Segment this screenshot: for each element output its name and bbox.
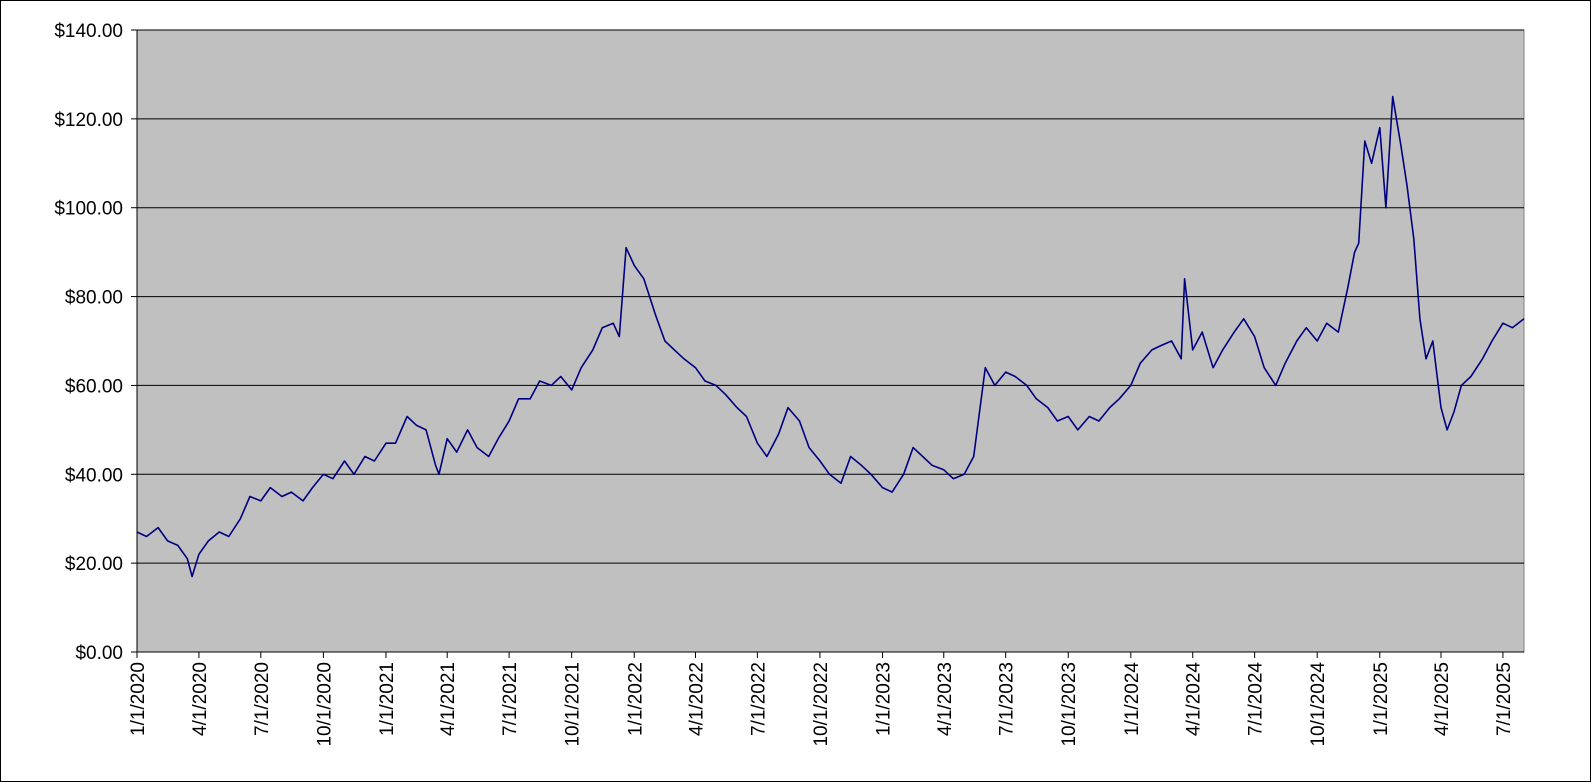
x-tick-label: 7/1/2022: [748, 662, 769, 736]
x-tick-label: 1/1/2020: [128, 662, 149, 736]
x-tick-label: 10/1/2024: [1308, 662, 1329, 747]
x-tick-label: 1/1/2021: [377, 662, 398, 736]
x-tick-label: 7/1/2025: [1494, 662, 1515, 736]
x-tick-label: 10/1/2020: [314, 662, 335, 747]
plot-area: [136, 29, 1525, 653]
x-tick-label: 1/1/2023: [874, 662, 895, 736]
x-tick-label: 1/1/2024: [1122, 662, 1143, 736]
x-tick-label: 1/1/2022: [625, 662, 646, 736]
x-tick-label: 10/1/2022: [811, 662, 832, 747]
x-tick-label: 7/1/2023: [997, 662, 1018, 736]
y-tick-label: $20.00: [65, 554, 123, 575]
x-tick-label: 4/1/2022: [686, 662, 707, 736]
y-tick-label: $100.00: [54, 199, 123, 220]
y-tick-label: $60.00: [65, 376, 123, 397]
y-tick-label: $80.00: [65, 288, 123, 309]
x-tick-label: 4/1/2021: [438, 662, 459, 736]
x-tick-label: 4/1/2025: [1432, 662, 1453, 736]
x-tick-label: 1/1/2025: [1371, 662, 1392, 736]
x-tick-label: 10/1/2021: [563, 662, 584, 747]
x-tick-label: 4/1/2020: [190, 662, 211, 736]
y-tick-label: $120.00: [54, 110, 123, 131]
x-tick-label: 10/1/2023: [1059, 662, 1080, 747]
y-tick-label: $0.00: [75, 643, 123, 664]
series-line: [136, 95, 1525, 578]
x-tick-label: 7/1/2020: [252, 662, 273, 736]
x-tick-label: 4/1/2024: [1184, 662, 1205, 736]
x-tick-label: 4/1/2023: [935, 662, 956, 736]
x-tick-label: 7/1/2021: [500, 662, 521, 736]
y-tick-label: $140.00: [54, 21, 123, 42]
x-tick-label: 7/1/2024: [1246, 662, 1267, 736]
y-tick-label: $40.00: [65, 465, 123, 486]
